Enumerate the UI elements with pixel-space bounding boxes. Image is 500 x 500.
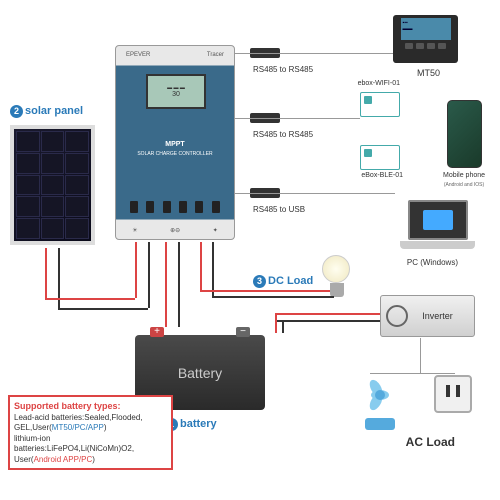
ac-load-label: AC Load: [406, 435, 455, 449]
phone-icon: [447, 100, 482, 168]
ble-box-icon: [360, 145, 400, 170]
phone-label: Mobile phone: [440, 172, 488, 179]
phone-sublabel: (Android and IOS): [438, 182, 490, 188]
solar-panel-label: 2solar panel: [10, 105, 83, 118]
wifi-box-label: ebox-WIFI-01: [358, 80, 400, 87]
ble-box-label: eBox-BLE-01: [361, 172, 403, 179]
pc-label: PC (Windows): [407, 258, 458, 267]
dc-load-label: 3DC Load: [253, 275, 313, 288]
rs485-label-1: RS485 to RS485: [253, 65, 313, 74]
rs485-label-2: RS485 to RS485: [253, 130, 313, 139]
laptop-icon: [400, 200, 475, 255]
mt50-label: MT50: [417, 68, 440, 78]
lcd-screen: ▬ ▬ ▬30: [146, 74, 206, 109]
wiring-diagram: 2solar panel EPEVERTracer ▬ ▬ ▬30 MPPT S…: [0, 0, 500, 500]
wifi-box-icon: [360, 92, 400, 117]
supported-batteries-box: Supported battery types: Lead-acid batte…: [8, 395, 173, 470]
inverter-icon: Inverter: [380, 295, 475, 337]
mt50-meter-icon: ▪▪▪▬▬: [393, 15, 458, 63]
rs485-usb-label: RS485 to USB: [253, 205, 305, 214]
power-socket-icon: [434, 375, 472, 413]
solar-panel-icon: [10, 125, 95, 245]
charge-controller-icon: EPEVERTracer ▬ ▬ ▬30 MPPT SOLAR CHARGE C…: [115, 45, 235, 240]
fan-icon: [355, 375, 405, 430]
